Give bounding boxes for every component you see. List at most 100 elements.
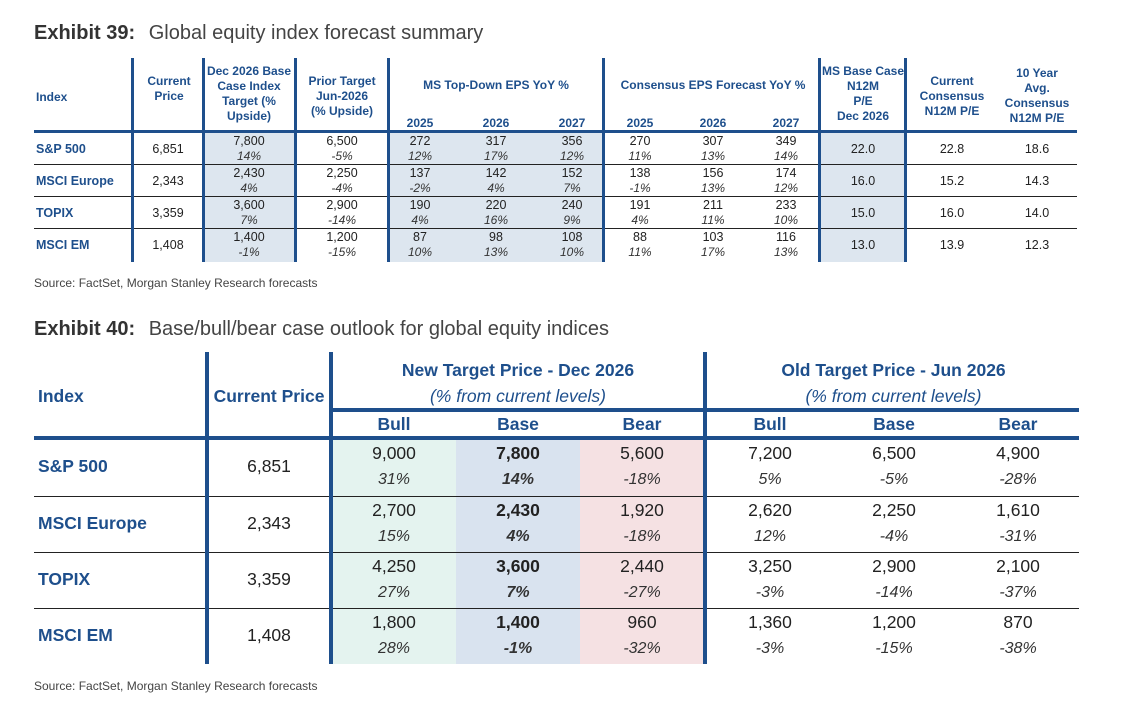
exhibit-39-label: Exhibit 39:: [34, 22, 136, 44]
index-name: TOPIX: [38, 569, 91, 589]
ms-eps-value: 152: [561, 166, 583, 180]
new-target-change: 15%: [377, 528, 411, 545]
current-consensus-pe: 16.0: [939, 206, 965, 220]
current-price: 2,343: [152, 174, 184, 188]
consensus-eps-growth: 12%: [773, 181, 799, 195]
base-column-shade: [456, 438, 580, 664]
exhibit-39-heading: Global equity index forecast summary: [148, 22, 484, 44]
column-divider: [131, 58, 134, 262]
exhibit-40-source: Source: FactSet, Morgan Stanley Research…: [34, 679, 318, 693]
target-value: 3,600: [233, 198, 265, 212]
bull-column-shade: [332, 438, 456, 664]
consensus-eps-growth: 11%: [628, 149, 652, 163]
header-divider: [34, 436, 1079, 440]
old-target-value: 2,100: [996, 556, 1040, 576]
old-target-value: 4,900: [996, 443, 1040, 463]
prior-target-value: 1,200: [326, 230, 358, 244]
header-new-base: Base: [497, 414, 539, 434]
ms-base-pe: 16.0: [850, 174, 876, 188]
new-target-change: 27%: [377, 584, 411, 601]
old-target-change: 12%: [753, 528, 787, 545]
ms-eps-value: 240: [561, 198, 583, 212]
current-price: 1,408: [247, 625, 291, 645]
ms-eps-value: 98: [489, 230, 503, 244]
old-target-change: -14%: [875, 584, 913, 601]
row-divider: [34, 496, 1079, 497]
header-current-price: Current Price: [147, 74, 191, 103]
current-consensus-pe: 15.2: [939, 174, 965, 188]
ms-eps-growth: 16%: [483, 213, 509, 227]
old-target-change: -28%: [999, 471, 1037, 488]
consensus-eps-growth: 11%: [628, 245, 652, 259]
new-target-change: -18%: [623, 528, 661, 545]
target-value: 7,800: [233, 134, 265, 148]
prior-target-value: 6,500: [326, 134, 358, 148]
header-index: Index: [38, 386, 84, 406]
new-target-value: 4,250: [372, 556, 416, 576]
current-consensus-pe: 13.9: [939, 238, 965, 252]
ms-eps-growth: 13%: [483, 245, 509, 259]
header-ms-year-2025: 2025: [406, 116, 434, 130]
consensus-eps-value: 211: [703, 198, 723, 212]
old-target-change: -3%: [755, 584, 785, 601]
consensus-eps-value: 349: [775, 134, 797, 148]
new-target-change: -32%: [623, 640, 661, 657]
target-upside: 7%: [240, 213, 258, 227]
column-divider: [329, 352, 333, 664]
new-target-value: 2,440: [620, 556, 664, 576]
current-price: 6,851: [152, 142, 184, 156]
consensus-eps-growth: 10%: [773, 213, 799, 227]
header-new-target: New Target Price - Dec 2026: [401, 360, 635, 380]
ms-eps-value: 356: [561, 134, 583, 148]
target-column-shade: [204, 132, 294, 262]
ms-eps-value: 142: [485, 166, 507, 180]
ms-eps-growth: 17%: [483, 149, 509, 163]
header-consensus-eps: Consensus EPS Forecast YoY %: [620, 78, 806, 92]
consensus-eps-growth: 11%: [701, 213, 725, 227]
header-current-consensus-pe: Current Consensus N12M P/E: [919, 74, 985, 118]
ms-base-pe: 15.0: [850, 206, 876, 220]
header-ms-year-2027: 2027: [558, 116, 586, 130]
ms-pe-column-shade: [820, 132, 906, 262]
old-target-value: 7,200: [748, 443, 792, 463]
target-value: 2,430: [233, 166, 265, 180]
consensus-eps-value: 174: [775, 166, 797, 180]
consensus-eps-value: 88: [633, 230, 647, 244]
row-divider: [34, 228, 1077, 229]
ms-eps-value: 220: [485, 198, 507, 212]
ten-year-avg-pe: 12.3: [1024, 238, 1050, 252]
ms-eps-growth: -2%: [409, 181, 431, 195]
consensus-eps-growth: 17%: [700, 245, 726, 259]
old-target-value: 2,250: [872, 500, 916, 520]
old-target-change: -3%: [755, 640, 785, 657]
consensus-eps-growth: 14%: [773, 149, 799, 163]
new-target-value: 960: [627, 612, 657, 632]
consensus-eps-value: 191: [629, 198, 651, 212]
column-divider: [387, 58, 390, 262]
index-name: MSCI EM: [36, 238, 90, 252]
header-10yr-avg-pe: 10 Year Avg. Consensus N12M P/E: [1004, 66, 1070, 125]
header-old-target-sub: (% from current levels): [805, 386, 982, 406]
current-price: 2,343: [247, 513, 291, 533]
ms-eps-growth: 4%: [487, 181, 505, 195]
target-value: 1,400: [233, 230, 265, 244]
header-dec2026-target: Dec 2026 Base Case Index Target (% Upside): [206, 64, 292, 123]
old-target-value: 1,610: [996, 500, 1040, 520]
target-upside: 14%: [236, 149, 262, 163]
header-cons-year-2025: 2025: [626, 116, 654, 130]
current-price: 3,359: [247, 569, 291, 589]
column-divider: [294, 58, 297, 262]
header-old-target: Old Target Price - Jun 2026: [781, 360, 1006, 380]
header-new-bear: Bear: [622, 414, 662, 434]
header-ms-base-pe: MS Base Case N12M P/E Dec 2026: [821, 64, 905, 123]
row-divider: [34, 196, 1077, 197]
ms-eps-value: 137: [409, 166, 431, 180]
new-target-change: -18%: [623, 471, 661, 488]
index-name: MSCI Europe: [38, 513, 147, 533]
new-target-change: -1%: [503, 640, 533, 657]
old-target-value: 2,900: [872, 556, 916, 576]
row-divider: [34, 164, 1077, 165]
new-target-change: -27%: [623, 584, 661, 601]
target-upside: 4%: [240, 181, 258, 195]
new-target-value: 1,800: [372, 612, 416, 632]
